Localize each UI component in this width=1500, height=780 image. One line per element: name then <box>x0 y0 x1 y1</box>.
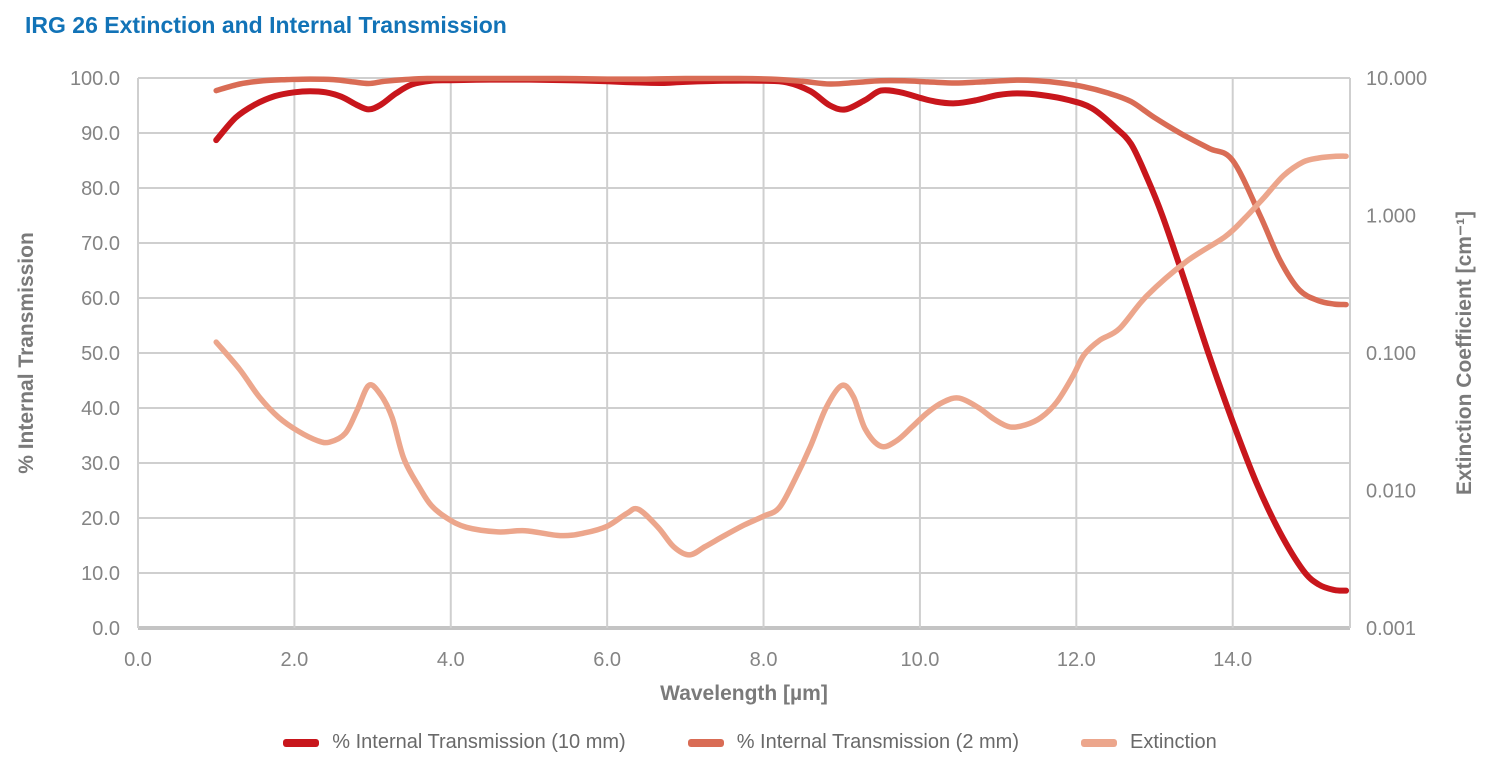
legend-entry-transmission-2mm: % Internal Transmission (2 mm) <box>687 731 1019 754</box>
series-extinction <box>213 153 1349 558</box>
y-left-tick-label: 20.0 <box>81 508 120 530</box>
y-left-tick-label: 100.0 <box>70 68 120 90</box>
y-right-tick-label: 0.100 <box>1366 343 1416 365</box>
y-left-tick-label: 80.0 <box>81 178 120 200</box>
x-tick-label: 2.0 <box>280 649 308 671</box>
y-left-tick-label: 0.0 <box>92 618 120 640</box>
legend-entry-transmission-10mm: % Internal Transmission (10 mm) <box>283 731 626 754</box>
series-lines <box>213 75 1350 594</box>
legend-swatch-extinction <box>1081 738 1117 747</box>
gridlines <box>137 77 1351 630</box>
series-transmission-2mm <box>213 75 1349 308</box>
y-right-tick-label: 1.000 <box>1366 206 1416 228</box>
legend-swatch-transmission-2mm <box>687 738 724 747</box>
y-axis-right-title: Extinction Coefficient [cm⁻¹] <box>1453 211 1476 495</box>
x-axis-title: Wavelength [µm] <box>660 682 828 705</box>
y-right-tick-label: 10.000 <box>1366 68 1427 90</box>
y-left-tick-label: 30.0 <box>81 453 120 475</box>
legend-label-transmission-2mm: % Internal Transmission (2 mm) <box>736 731 1019 753</box>
legend-label-extinction: Extinction <box>1130 731 1217 753</box>
y-right-tick-label: 0.001 <box>1366 618 1416 640</box>
tick-labels: 0.0 10.0 20.0 30.0 40.0 50.0 60.0 70.0 80.0 90.0 1… <box>70 68 1427 671</box>
y-left-tick-label: 70.0 <box>81 233 120 255</box>
x-tick-label: 4.0 <box>437 649 465 671</box>
x-tick-label: 10.0 <box>900 649 939 671</box>
x-tick-label: 6.0 <box>593 649 621 671</box>
x-tick-label: 12.0 <box>1057 649 1096 671</box>
x-tick-label: 0.0 <box>124 649 152 671</box>
chart-title: IRG 26 Extinction and Internal Transmiss… <box>25 12 507 38</box>
x-tick-label: 8.0 <box>750 649 778 671</box>
y-left-tick-label: 60.0 <box>81 288 120 310</box>
legend-swatch-transmission-10mm <box>283 738 320 747</box>
legend-label-transmission-10mm: % Internal Transmission (10 mm) <box>332 731 626 753</box>
legend: % Internal Transmission (10 mm) % Intern… <box>0 731 1500 754</box>
legend-entry-extinction: Extinction <box>1081 731 1217 754</box>
series-transmission-10mm <box>213 76 1350 594</box>
y-left-tick-label: 40.0 <box>81 398 120 420</box>
y-right-tick-label: 0.010 <box>1366 481 1416 503</box>
y-left-tick-label: 50.0 <box>81 343 120 365</box>
x-tick-label: 14.0 <box>1213 649 1252 671</box>
y-left-tick-label: 10.0 <box>81 563 120 585</box>
y-left-tick-label: 90.0 <box>81 123 120 145</box>
y-axis-left-title: % Internal Transmission <box>15 232 38 474</box>
